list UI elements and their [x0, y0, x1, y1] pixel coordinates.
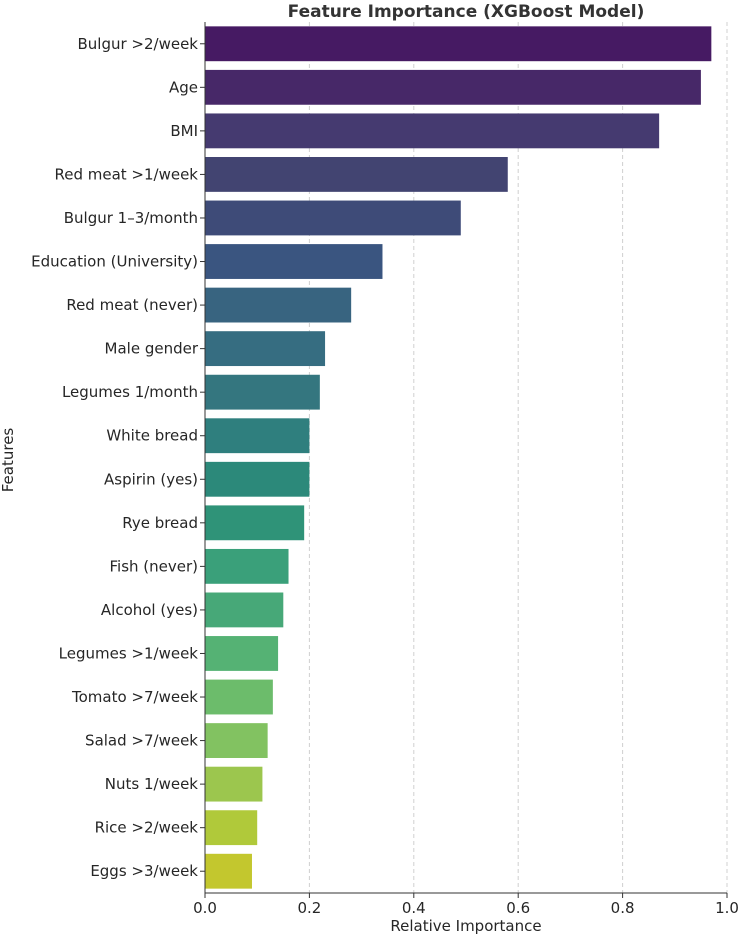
x-tick-label: 0.0 — [193, 899, 217, 917]
bar — [205, 810, 258, 846]
category-label: Aspirin (yes) — [104, 470, 198, 488]
bar — [205, 157, 508, 192]
bar — [205, 287, 352, 323]
category-label: Alcohol (yes) — [101, 601, 198, 619]
category-labels: Bulgur >2/week Age BMI Red meat >1/week Bulg… — [31, 35, 205, 880]
category-label: Age — [169, 78, 198, 96]
category-label: Male gender — [105, 340, 199, 358]
bar — [205, 636, 279, 671]
bar — [205, 766, 263, 802]
x-tick-label: 0.8 — [611, 899, 635, 917]
category-label: Red meat (never) — [66, 296, 198, 314]
bar — [205, 461, 310, 497]
category-label: Bulgur >2/week — [77, 35, 198, 53]
category-label: Legumes 1/month — [62, 383, 198, 401]
x-tick-label: 0.6 — [506, 899, 530, 917]
x-axis-label: Relative Importance — [390, 917, 541, 935]
category-label: Eggs >3/week — [90, 862, 198, 880]
x-axis-ticks: 0.0 0.2 0.4 0.6 0.8 1.0 — [193, 893, 739, 917]
bar — [205, 200, 461, 236]
y-axis-label: Features — [0, 428, 17, 493]
bars — [205, 26, 712, 889]
category-label: Red meat >1/week — [54, 165, 198, 183]
bar — [205, 331, 326, 367]
bar — [205, 374, 320, 410]
bar — [205, 723, 268, 758]
category-label: Bulgur 1–3/month — [64, 209, 198, 227]
category-label: Legumes >1/week — [59, 644, 199, 662]
bar — [205, 26, 712, 62]
bar — [205, 592, 284, 628]
x-tick-label: 0.2 — [297, 899, 321, 917]
bar — [205, 69, 701, 105]
category-label: Fish (never) — [109, 557, 198, 575]
category-label: Tomato >7/week — [71, 688, 198, 706]
gridlines — [308, 22, 728, 893]
bar — [205, 679, 273, 715]
category-label: Education (University) — [31, 253, 198, 271]
category-label: Salad >7/week — [85, 732, 198, 750]
bar — [205, 548, 289, 584]
bar — [205, 418, 310, 454]
category-label: Nuts 1/week — [105, 775, 199, 793]
chart-title: Feature Importance (XGBoost Model) — [288, 2, 645, 22]
bar — [205, 505, 305, 541]
x-tick-label: 1.0 — [715, 899, 739, 917]
category-label: Rye bread — [122, 514, 198, 532]
category-label: BMI — [170, 122, 198, 140]
bar — [205, 244, 383, 279]
category-label: Rice >2/week — [95, 819, 199, 837]
bar — [205, 113, 660, 149]
category-label: White bread — [106, 427, 198, 445]
x-tick-label: 0.4 — [402, 899, 426, 917]
bar — [205, 853, 252, 889]
